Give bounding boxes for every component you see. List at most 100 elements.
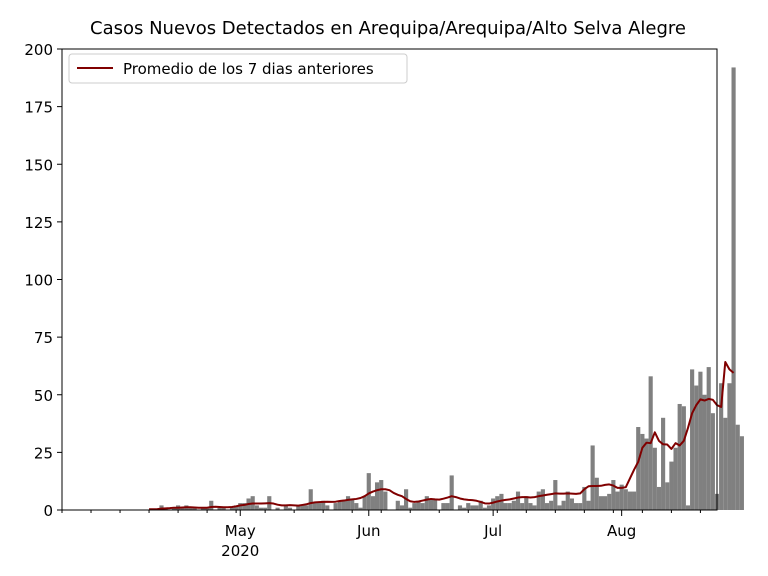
bar — [661, 417, 666, 510]
y-tick-label: 25 — [34, 444, 53, 462]
bar — [325, 505, 330, 510]
bar — [180, 507, 185, 510]
bar — [229, 507, 235, 510]
bar — [333, 503, 338, 510]
bar — [474, 505, 479, 510]
bar — [553, 480, 558, 510]
bar — [287, 507, 293, 510]
bar — [188, 507, 193, 510]
bar — [544, 503, 550, 510]
bar — [370, 496, 375, 510]
bar — [445, 503, 450, 510]
bar — [594, 477, 599, 510]
bar — [632, 491, 637, 510]
bar — [681, 406, 686, 510]
bar — [337, 500, 342, 510]
bar — [296, 505, 301, 510]
bar — [536, 491, 541, 510]
y-tick-label: 0 — [43, 502, 53, 520]
bar — [358, 507, 363, 510]
bar — [694, 385, 699, 510]
bar — [636, 427, 641, 510]
bar — [727, 383, 732, 510]
x-tick-label: Jul — [483, 522, 502, 540]
bar — [466, 503, 471, 510]
bar — [520, 503, 525, 510]
y-axis: 0 25 50 75 100 125 150 175 200 — [24, 41, 62, 520]
bar — [507, 503, 512, 510]
x-tick-sublabel: 2020 — [221, 542, 259, 560]
y-tick-label: 175 — [24, 99, 53, 117]
bar — [532, 505, 537, 510]
bar — [561, 500, 566, 510]
y-tick-label: 200 — [24, 41, 53, 59]
bar — [408, 507, 413, 510]
bar — [644, 438, 649, 510]
bar — [362, 496, 367, 510]
y-tick-label: 75 — [34, 329, 53, 347]
bar — [611, 480, 616, 510]
x-tick-label: May — [225, 522, 256, 540]
bar — [731, 67, 736, 510]
bar — [441, 503, 446, 510]
plot-frame — [61, 48, 718, 511]
bar — [665, 482, 670, 510]
bar — [619, 484, 624, 510]
bar — [217, 507, 222, 510]
bar — [528, 503, 533, 510]
bar — [735, 424, 740, 510]
bar — [366, 473, 371, 510]
bar — [690, 369, 695, 510]
bar — [491, 498, 496, 510]
bar — [573, 503, 579, 510]
bar — [673, 447, 678, 510]
bar — [524, 496, 529, 510]
bar — [515, 491, 521, 510]
bar — [428, 498, 434, 510]
bar — [341, 500, 346, 510]
bar — [603, 496, 608, 510]
bar — [221, 507, 226, 510]
moving-average-line — [149, 361, 735, 511]
bar — [399, 505, 405, 510]
bar — [557, 505, 562, 510]
bar — [702, 394, 707, 510]
y-tick-label: 50 — [34, 387, 53, 405]
bar — [723, 417, 728, 510]
bar — [503, 503, 508, 510]
bar — [677, 403, 682, 510]
bar — [354, 503, 359, 510]
bar — [200, 507, 206, 510]
bar — [254, 505, 259, 510]
bar — [449, 475, 454, 510]
bar — [205, 507, 210, 510]
bar — [578, 503, 583, 510]
legend-label: Promedio de los 7 dias anteriores — [123, 60, 374, 78]
bar — [615, 491, 620, 510]
bar — [321, 500, 326, 510]
bar — [304, 505, 309, 510]
bar — [565, 491, 570, 510]
bar — [242, 503, 247, 510]
x-axis: May 2020 Jun Jul Aug — [61, 510, 701, 560]
bar — [433, 498, 438, 510]
bar — [470, 505, 475, 510]
y-tick-label: 125 — [24, 214, 53, 232]
bar — [623, 489, 628, 510]
bar — [549, 500, 554, 510]
bar — [719, 383, 724, 510]
bar — [590, 445, 595, 510]
bar — [283, 505, 288, 510]
bar — [462, 507, 467, 510]
bar — [627, 491, 633, 510]
bar — [420, 503, 425, 510]
bar — [412, 503, 417, 510]
bar — [308, 489, 313, 510]
bar — [582, 486, 587, 510]
bar — [540, 489, 545, 510]
bar — [383, 491, 388, 510]
bar — [640, 433, 645, 510]
bar — [209, 500, 214, 510]
bar — [478, 500, 483, 510]
